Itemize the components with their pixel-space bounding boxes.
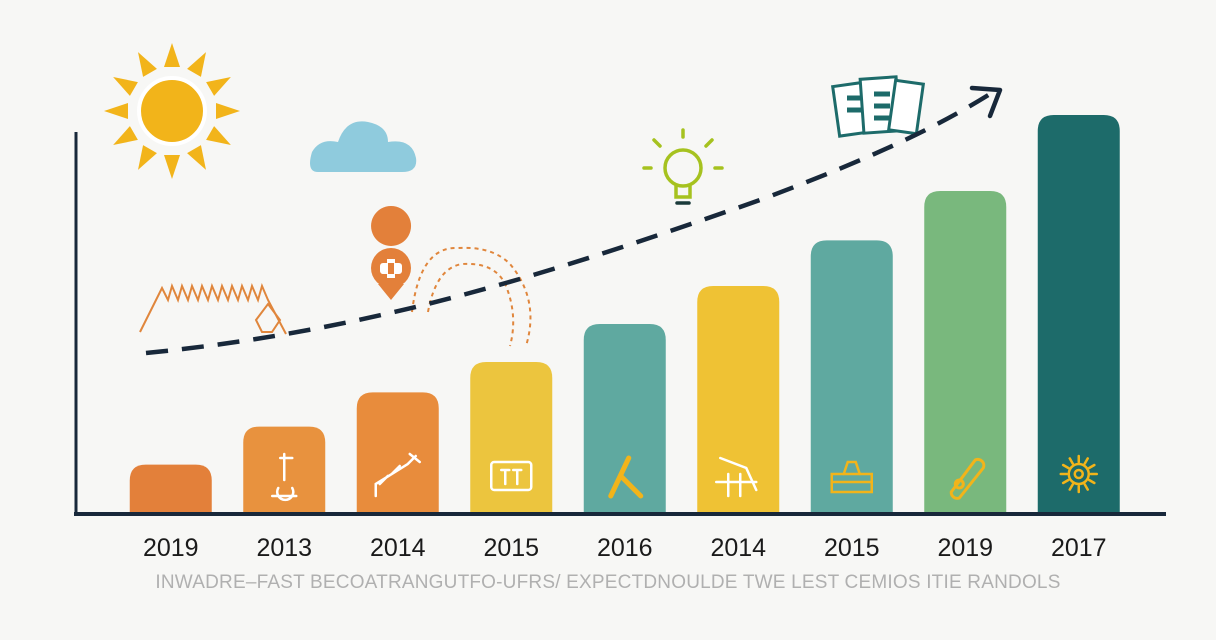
category-label: 2015	[824, 534, 880, 562]
documents-icon	[830, 75, 926, 138]
bar	[129, 464, 212, 514]
bar	[924, 191, 1007, 514]
chart-axes	[74, 132, 1166, 516]
trend-arrow	[145, 85, 1003, 356]
hammer-icon	[608, 455, 644, 499]
bar	[1037, 115, 1120, 514]
sun-ray	[138, 52, 157, 77]
pin-icon	[371, 206, 412, 300]
dotted-path-icon	[411, 246, 532, 347]
spring-icon	[139, 283, 287, 335]
arrows-icon	[715, 456, 758, 498]
gear-icon	[1059, 454, 1098, 494]
sun-ray	[138, 145, 157, 170]
chart-caption: INWADRE–FAST BECOATRANGUTFO-UFRS/ EXPECT…	[155, 572, 1061, 593]
box-icon	[490, 460, 533, 492]
bar-series	[129, 115, 1120, 514]
category-label: 2017	[1051, 534, 1107, 562]
bar	[356, 392, 439, 514]
category-label: 2019	[143, 534, 199, 562]
lightbulb-icon	[642, 128, 724, 205]
category-label: 2014	[370, 534, 426, 562]
sun-ray	[164, 43, 180, 67]
capsule-icon	[949, 457, 986, 500]
sun-ray	[206, 77, 231, 96]
bar	[810, 240, 893, 514]
category-labels: 2019 2013 2014 2015 2016 2014 2015 2019 2017	[143, 534, 1107, 562]
bar	[697, 286, 780, 514]
category-label: 2016	[597, 534, 653, 562]
sun-ray	[187, 52, 206, 77]
bar	[583, 324, 666, 514]
trend-line	[145, 92, 992, 356]
figure-icon	[271, 452, 298, 502]
sun-ray	[113, 126, 138, 145]
sun-ray	[187, 145, 206, 170]
category-label: 2013	[256, 534, 312, 562]
sun-ray	[164, 155, 180, 179]
arrow-head	[969, 85, 1003, 119]
tray-icon	[830, 460, 873, 494]
sun-icon	[104, 43, 240, 179]
sun-ray	[216, 103, 240, 119]
category-label: 2019	[937, 534, 993, 562]
sun-ray	[104, 103, 128, 119]
sun-ray	[206, 126, 231, 145]
category-label: 2015	[483, 534, 539, 562]
sun-ray	[113, 77, 138, 96]
cloud-icon	[310, 121, 417, 172]
tool-icon	[374, 452, 421, 498]
category-label: 2014	[710, 534, 766, 562]
